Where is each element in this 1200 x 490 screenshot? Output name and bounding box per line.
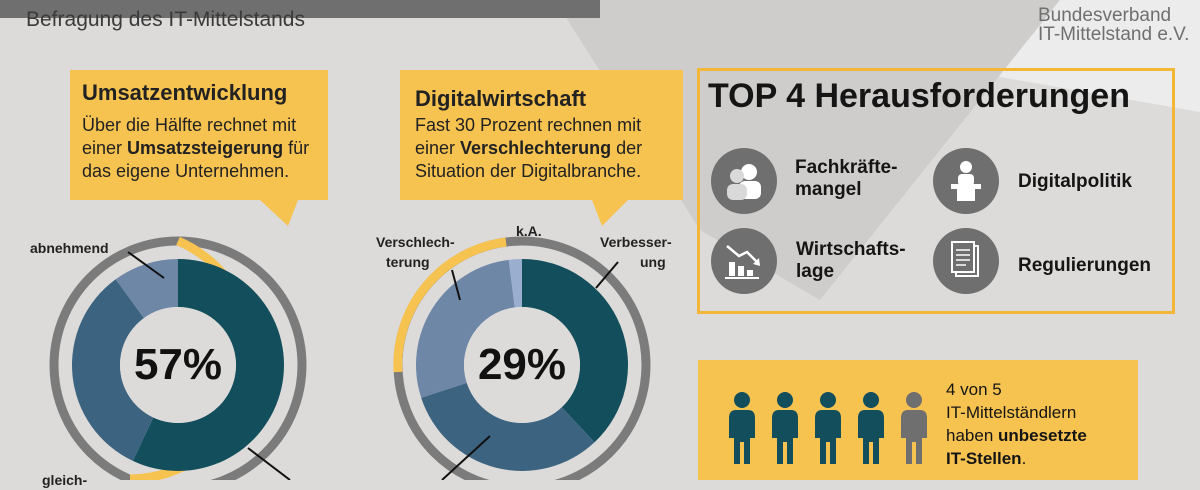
label-abnehmend: abnehmend: [30, 240, 109, 256]
label-verbesserung: Verbesser- ung: [600, 234, 672, 270]
digital-segment-3: [508, 259, 522, 308]
subtitle: Befragung des IT-Mittelstands: [26, 8, 305, 31]
person-filled-icon: [858, 392, 884, 464]
verbesserung-leader-line: [595, 261, 619, 289]
challenge-digitalpolitik: Digitalpolitik: [1018, 171, 1132, 192]
steigend-leader-line: [247, 447, 291, 480]
title-cut-off: [0, 0, 600, 18]
top4-title: TOP 4 Herausforderungen: [708, 77, 1130, 115]
speaker-podium-icon: [933, 148, 999, 214]
digital-segment-2: [416, 259, 515, 398]
umsatz-segment-0: [132, 259, 284, 471]
label-ka: k.A.: [516, 223, 542, 239]
umsatz-text: Über die Hälfte rechnet mit einer Umsatz…: [82, 115, 310, 181]
declining-chart-icon: [711, 228, 777, 294]
umsatz-segment-1: [71, 279, 154, 461]
umsatz-segment-2: [115, 259, 178, 319]
verschlechterung-leader-line: [451, 269, 461, 301]
person-filled-icon: [815, 392, 841, 464]
umsatz-donut-hole: [120, 307, 236, 423]
digital-title: Digitalwirtschaft: [415, 86, 587, 111]
challenge-regulierungen: Regulierungen: [1018, 255, 1152, 276]
people-icons-row: [729, 392, 927, 464]
abnehmend-leader-line: [127, 251, 165, 279]
label-verschlechterung: Verschlech- terung: [376, 234, 455, 270]
digital-info-bubble: Digitalwirtschaft Fast 30 Prozent rechne…: [400, 70, 683, 200]
digital-center-value: 29%: [477, 340, 567, 389]
label-gleich: gleich-: [42, 472, 88, 488]
umsatz-title: Umsatzentwicklung: [82, 80, 288, 105]
challenge-fachkraeftemangel: Fachkräfte- mangel: [795, 157, 898, 200]
person-empty-icon: [901, 392, 927, 464]
digital-segment-1: [421, 382, 595, 471]
digital-segment-0: [522, 259, 628, 443]
person-filled-icon: [729, 392, 755, 464]
unfilled-positions-text: 4 von 5 IT-Mittelständlern haben unbeset…: [946, 380, 1087, 468]
gleich-leader-line: [441, 435, 491, 480]
document-icon: [933, 228, 999, 294]
challenge-wirtschaftslage: Wirtschafts- lage: [796, 239, 906, 282]
digital-donut-chart: [393, 236, 651, 480]
people-icon: [711, 148, 777, 214]
brand-logo-text: Bundesverband IT-Mittelstand e.V.: [1038, 6, 1189, 44]
top4-challenges-box: TOP 4 Herausforderungen Fachkräfte- mang…: [697, 68, 1175, 314]
digital-text: Fast 30 Prozent rechnen mit einer Versch…: [415, 115, 643, 181]
umsatz-donut-chart: [49, 236, 307, 480]
umsatz-bubble-tail: [260, 200, 298, 226]
digital-bubble-tail: [592, 200, 628, 226]
digital-highlight-arc: [393, 237, 507, 373]
person-filled-icon: [772, 392, 798, 464]
umsatz-center-value: 57%: [133, 340, 223, 389]
brand-line-2: IT-Mittelstand e.V.: [1038, 24, 1190, 45]
digital-donut-hole: [464, 307, 580, 423]
brand-line-1: Bundesverband: [1038, 5, 1172, 26]
umsatz-info-bubble: Umsatzentwicklung Über die Hälfte rechne…: [70, 70, 328, 200]
unfilled-positions-box: 4 von 5 IT-Mittelständlern haben unbeset…: [698, 360, 1138, 480]
